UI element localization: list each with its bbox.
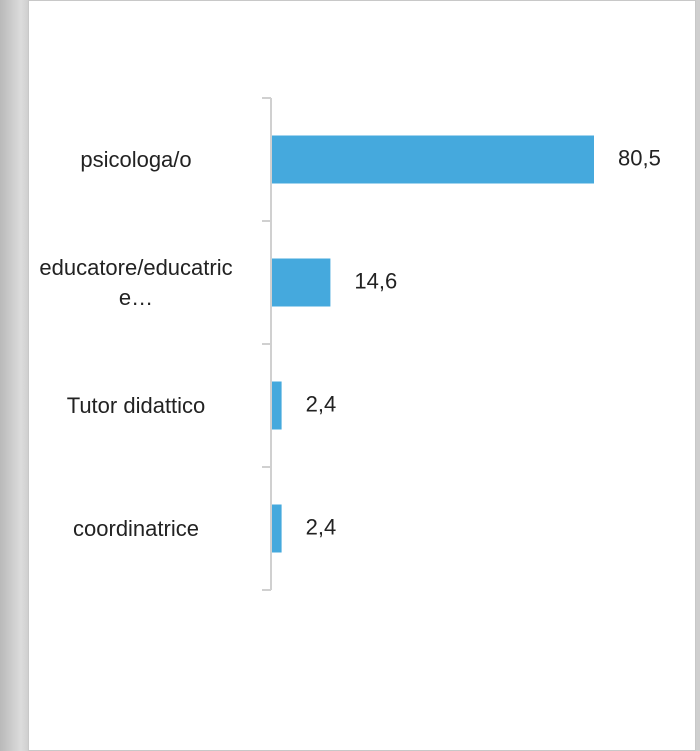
value-label: 80,5 <box>618 145 661 170</box>
bar <box>272 504 282 553</box>
value-label: 2,4 <box>306 391 337 416</box>
chart-panel <box>28 0 696 751</box>
bar <box>272 258 331 307</box>
value-label: 14,6 <box>354 268 397 293</box>
bar <box>272 381 282 430</box>
category-label: educatore/educatrice… <box>39 254 233 310</box>
bar <box>272 135 594 184</box>
category-label: psicologa/o <box>80 146 192 172</box>
category-label: coordinatrice <box>73 515 199 541</box>
category-label: Tutor didattico <box>66 392 206 418</box>
value-label: 2,4 <box>306 514 337 539</box>
